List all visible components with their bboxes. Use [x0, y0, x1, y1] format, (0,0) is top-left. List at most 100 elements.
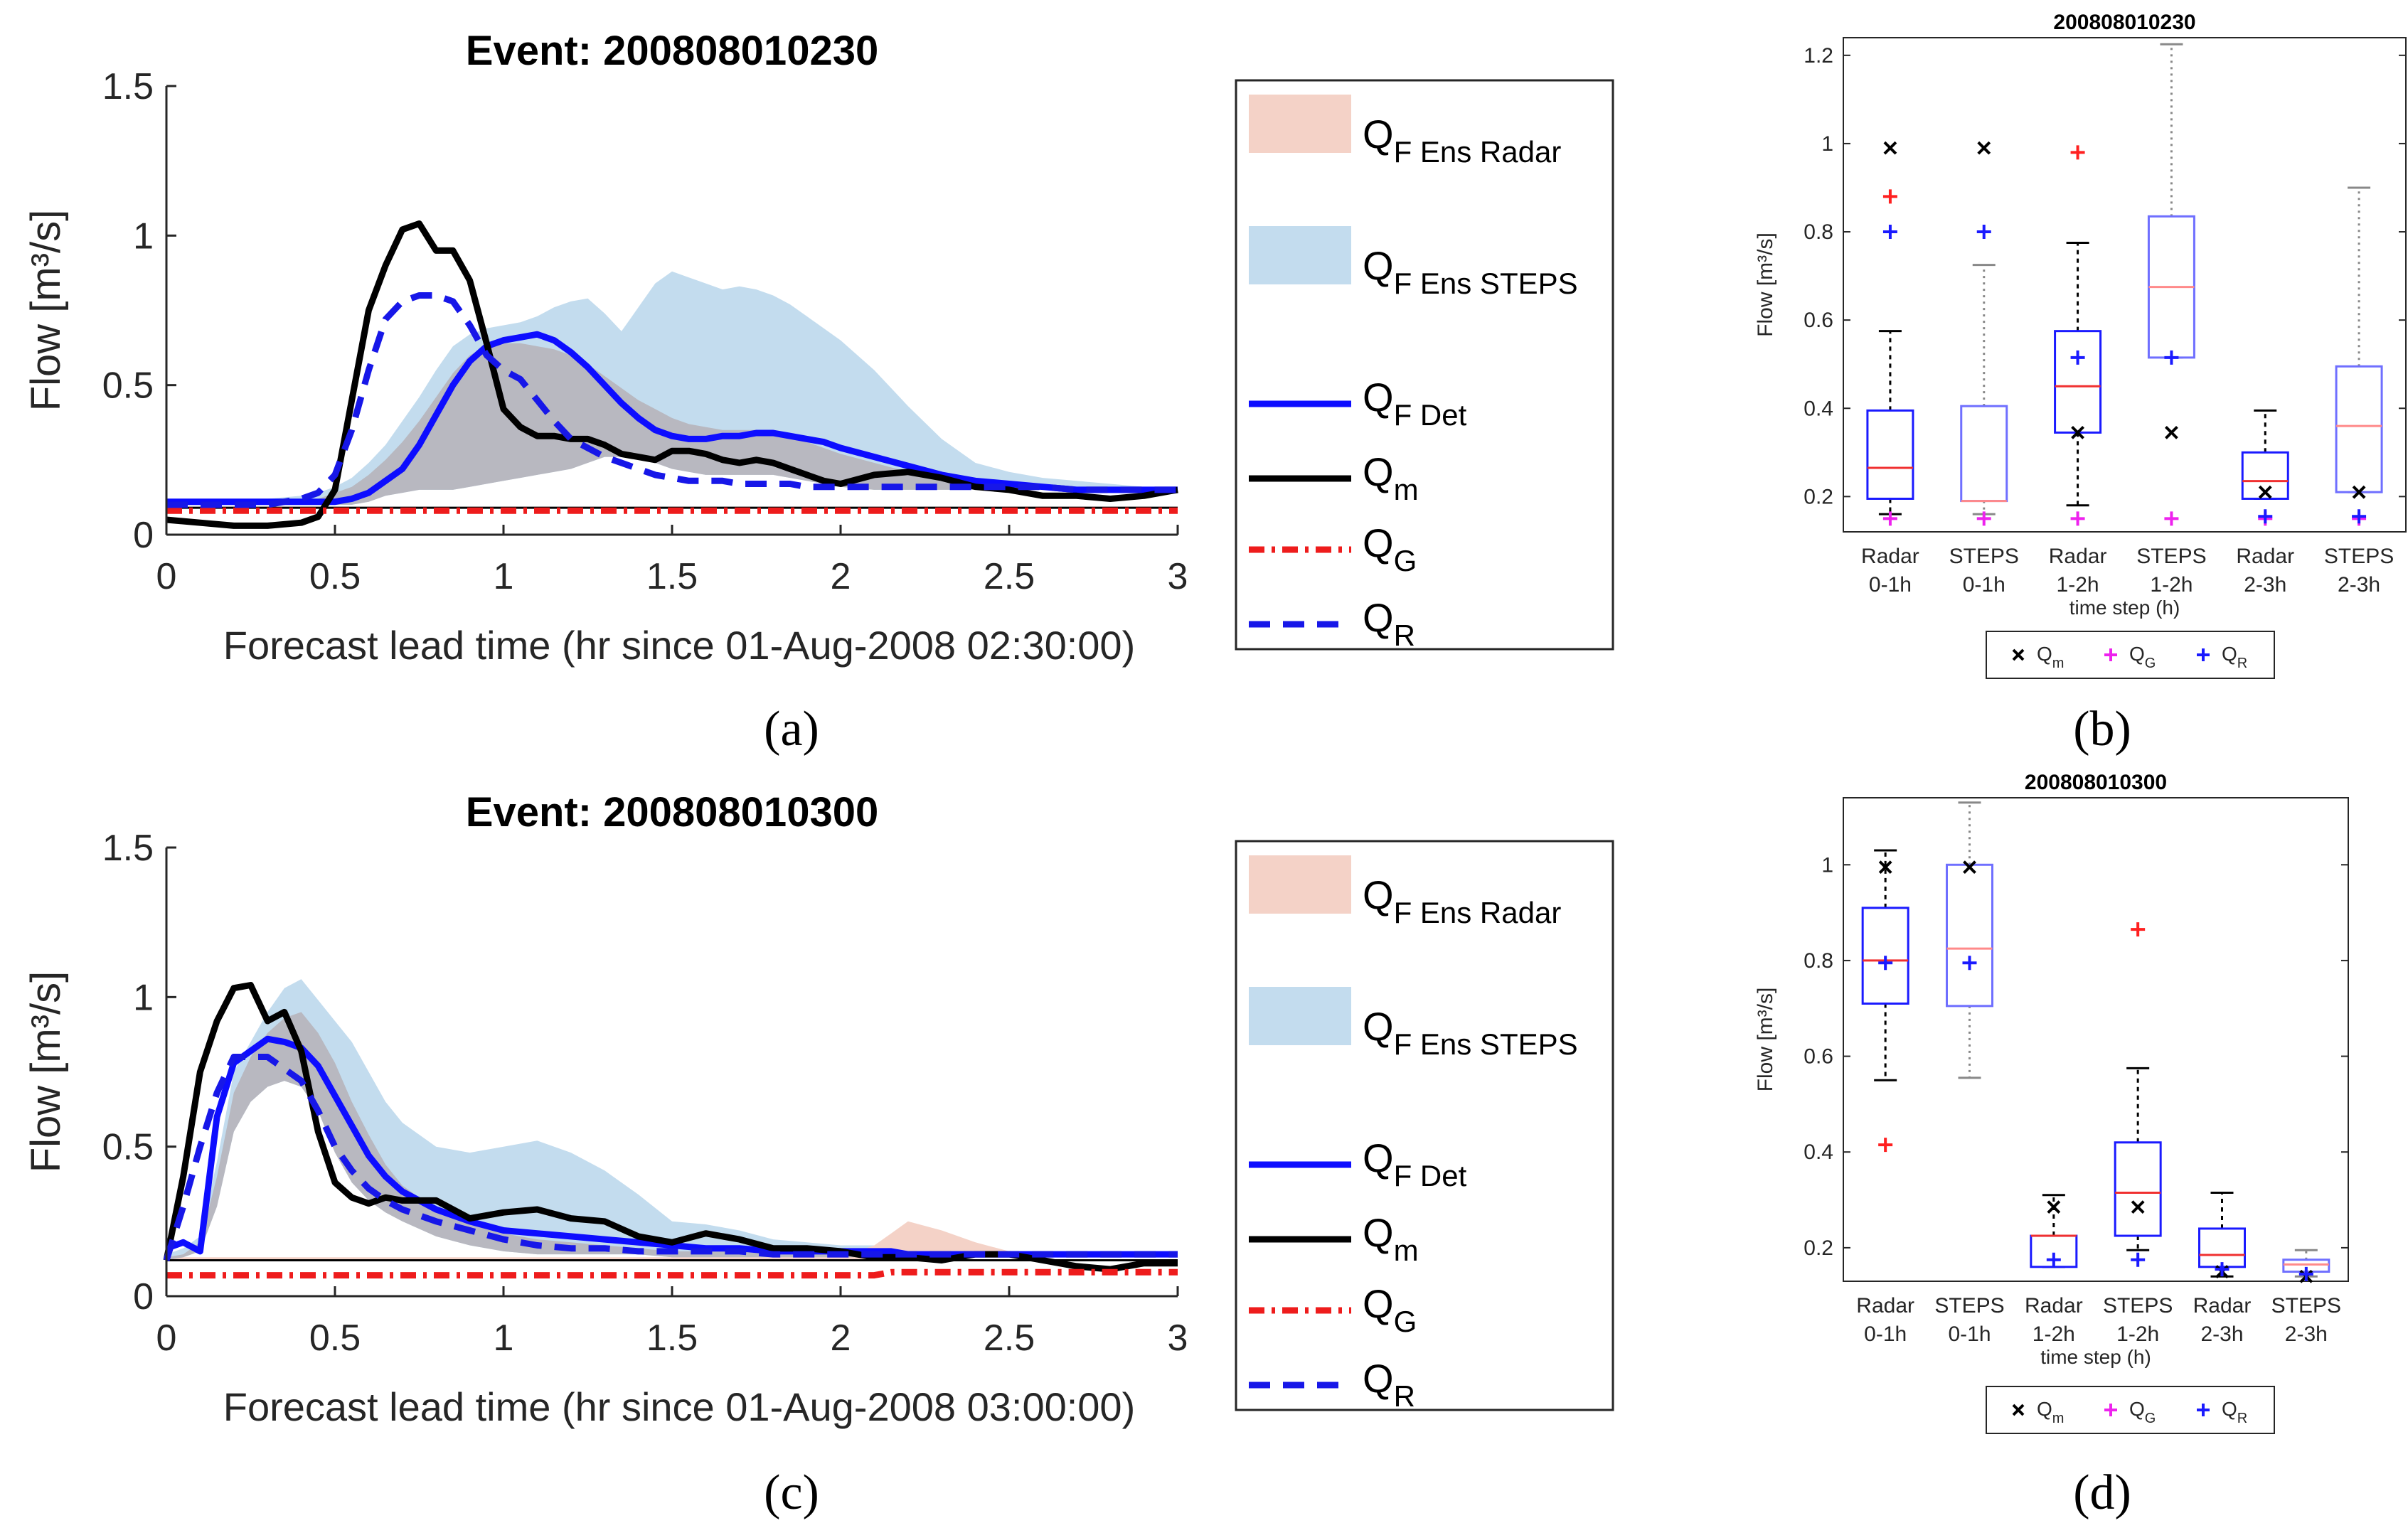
qg-marker: [1976, 511, 1991, 526]
outlier-marker: [2131, 922, 2146, 937]
box-b-3: STEPS 1-2h: [2136, 43, 2207, 597]
x-tick-label-line1: Radar: [2049, 545, 2107, 568]
x-axis-label: Forecast lead time (hr since 01-Aug-2008…: [223, 1384, 1135, 1429]
box-body: [1960, 405, 2008, 503]
box-d-1: STEPS 0-1h: [1934, 801, 2005, 1346]
legend-symbol-g: [2104, 1404, 2117, 1416]
box-body: [2198, 1227, 2246, 1268]
box-body: [2054, 330, 2102, 434]
box-body: [1946, 863, 1993, 1008]
outlier-marker: [1882, 189, 1897, 204]
x-tick-label-line2: 1-2h: [2033, 1322, 2075, 1346]
legend-label-measured-sub: m: [1394, 1234, 1419, 1267]
box-legend-label-2-sub: R: [2237, 1411, 2247, 1426]
box-d-4: Radar 2-3h: [2193, 1191, 2252, 1346]
legend-label-radar-main: Q: [1363, 1356, 1394, 1401]
chart-title: 200808010230: [2053, 11, 2195, 34]
y-axis-label: Flow [m³/s]: [1754, 988, 1777, 1092]
x-tick-label-line1: Radar: [2193, 1294, 2252, 1318]
legend-label-gauge-main: Q: [1363, 1281, 1394, 1326]
qr-marker: [1962, 956, 1977, 971]
x-tick-label-line1: STEPS: [2271, 1294, 2341, 1318]
x-tick-label-line2: 1-2h: [2057, 573, 2099, 597]
x-tick-label-line2: 1-2h: [2150, 573, 2193, 597]
legend-label-ens_steps-main: Q: [1363, 243, 1394, 288]
box-body: [1866, 409, 1914, 500]
qr-marker: [1878, 956, 1893, 971]
qr-marker: [2131, 1252, 2146, 1267]
y-axis-label: Flow [m³/s]: [23, 210, 69, 412]
legend-label-det-sub: F Det: [1394, 398, 1467, 432]
plot-frame: [1843, 37, 2407, 533]
chart-title: Event: 200808010230: [466, 28, 878, 74]
legend-label-radar-sub: R: [1394, 619, 1415, 652]
x-tick-label-line2: 0-1h: [1864, 1322, 1907, 1346]
x-tick-label-line2: 2-3h: [2200, 1322, 2243, 1346]
box-legend-label-2-main: Q: [2222, 643, 2237, 665]
legend-label-det-main: Q: [1363, 375, 1394, 420]
line-chart-a: 0 0.5 1 1.5 2 2.5 3 0 0.5 1 1.5 Event: 200808010230…: [23, 28, 1614, 668]
y-tick-label: 1: [133, 977, 154, 1018]
x-tick-label-line1: STEPS: [2103, 1294, 2173, 1318]
qg-marker: [2164, 511, 2179, 526]
plot-frame: [1843, 797, 2349, 1282]
legend-frame: [1986, 1386, 2275, 1434]
y-tick-label: 0.8: [1804, 220, 1833, 244]
y-tick-label: 1: [133, 215, 154, 257]
legend-swatch-ens_steps: [1249, 987, 1351, 1045]
series-c-q-r: [163, 1054, 1178, 1261]
y-tick-label: 1.5: [102, 66, 154, 107]
qm-marker: [1977, 141, 1991, 155]
qm-marker: [2071, 425, 2084, 439]
x-tick-label: 0: [156, 556, 177, 597]
legend-swatch-ens_radar: [1249, 855, 1351, 914]
box-chart-b: 0.2 0.4 0.6 0.8 1 1.2 Radar 0-1h STEPS 0-1h Radar 1…: [1754, 11, 2407, 679]
legend-swatch-ens_steps: [1249, 226, 1351, 284]
box-b-4: Radar 2-3h: [2236, 409, 2294, 597]
band-a-0: [166, 271, 1178, 505]
x-axis-label: Forecast lead time (hr since 01-Aug-2008…: [223, 623, 1135, 668]
x-tick-label-line1: STEPS: [2324, 545, 2394, 568]
legend-label-measured-main: Q: [1363, 449, 1394, 494]
panel-label-c: (c): [764, 1465, 819, 1520]
box-legend-label-1-sub: G: [2145, 656, 2156, 671]
legend-label-gauge-sub: G: [1394, 544, 1417, 577]
legend-label-ens_steps-sub: F Ens STEPS: [1394, 267, 1578, 300]
box-legend-d: Qm QG QR: [1986, 1386, 2275, 1434]
box-legend-label-0: Qm: [2037, 1398, 2064, 1426]
box-legend-label-2-sub: R: [2237, 656, 2247, 671]
legend-frame: [1235, 79, 1614, 651]
series-a-q-f-det: [166, 331, 1178, 506]
x-tick-label-line2: 0-1h: [1869, 573, 1912, 597]
legend-label-gauge-sub: G: [1394, 1305, 1417, 1338]
legend-label-ens_radar-sub: F Ens Radar: [1394, 896, 1562, 929]
box-legend-label-0-sub: m: [2052, 656, 2065, 671]
box-chart-d: 0.2 0.4 0.6 0.8 1 Radar 0-1h STEPS 0-1h Radar 1-2h…: [1754, 771, 2349, 1434]
legend-label-det: QF Det: [1363, 375, 1467, 432]
box-b-2: Radar 1-2h: [2049, 145, 2107, 597]
x-tick-label: 2.5: [984, 556, 1035, 597]
legend-label-ens_steps-sub: F Ens STEPS: [1394, 1027, 1578, 1061]
x-tick-label: 3: [1168, 556, 1188, 597]
qr-marker: [1882, 225, 1897, 240]
box-legend-b: Qm QG QR: [1986, 631, 2275, 679]
y-tick-label: 0.2: [1804, 485, 1833, 508]
y-tick-label: 0.6: [1804, 309, 1833, 332]
x-tick-label: 1: [494, 1318, 514, 1359]
outlier-marker: [2070, 145, 2085, 160]
x-tick-label: 3: [1168, 1318, 1188, 1359]
x-tick-label: 1.5: [646, 1318, 698, 1359]
legend-label-gauge: QG: [1363, 520, 1417, 577]
qm-marker: [2258, 485, 2272, 499]
series-a-q-m: [166, 220, 1178, 529]
legend-label-radar: QR: [1363, 595, 1415, 652]
box-b-5: STEPS 2-3h: [2324, 186, 2394, 597]
x-tick-label-line1: Radar: [1856, 1294, 1914, 1318]
legend-label-ens_steps: QF Ens STEPS: [1363, 1004, 1578, 1061]
box-legend-label-1-main: Q: [2129, 1398, 2145, 1420]
qr-marker: [2352, 509, 2367, 524]
y-tick-label: 0.5: [102, 365, 154, 407]
legend-symbol-qm: [2012, 1404, 2025, 1416]
y-tick-label: 1.5: [102, 828, 154, 869]
